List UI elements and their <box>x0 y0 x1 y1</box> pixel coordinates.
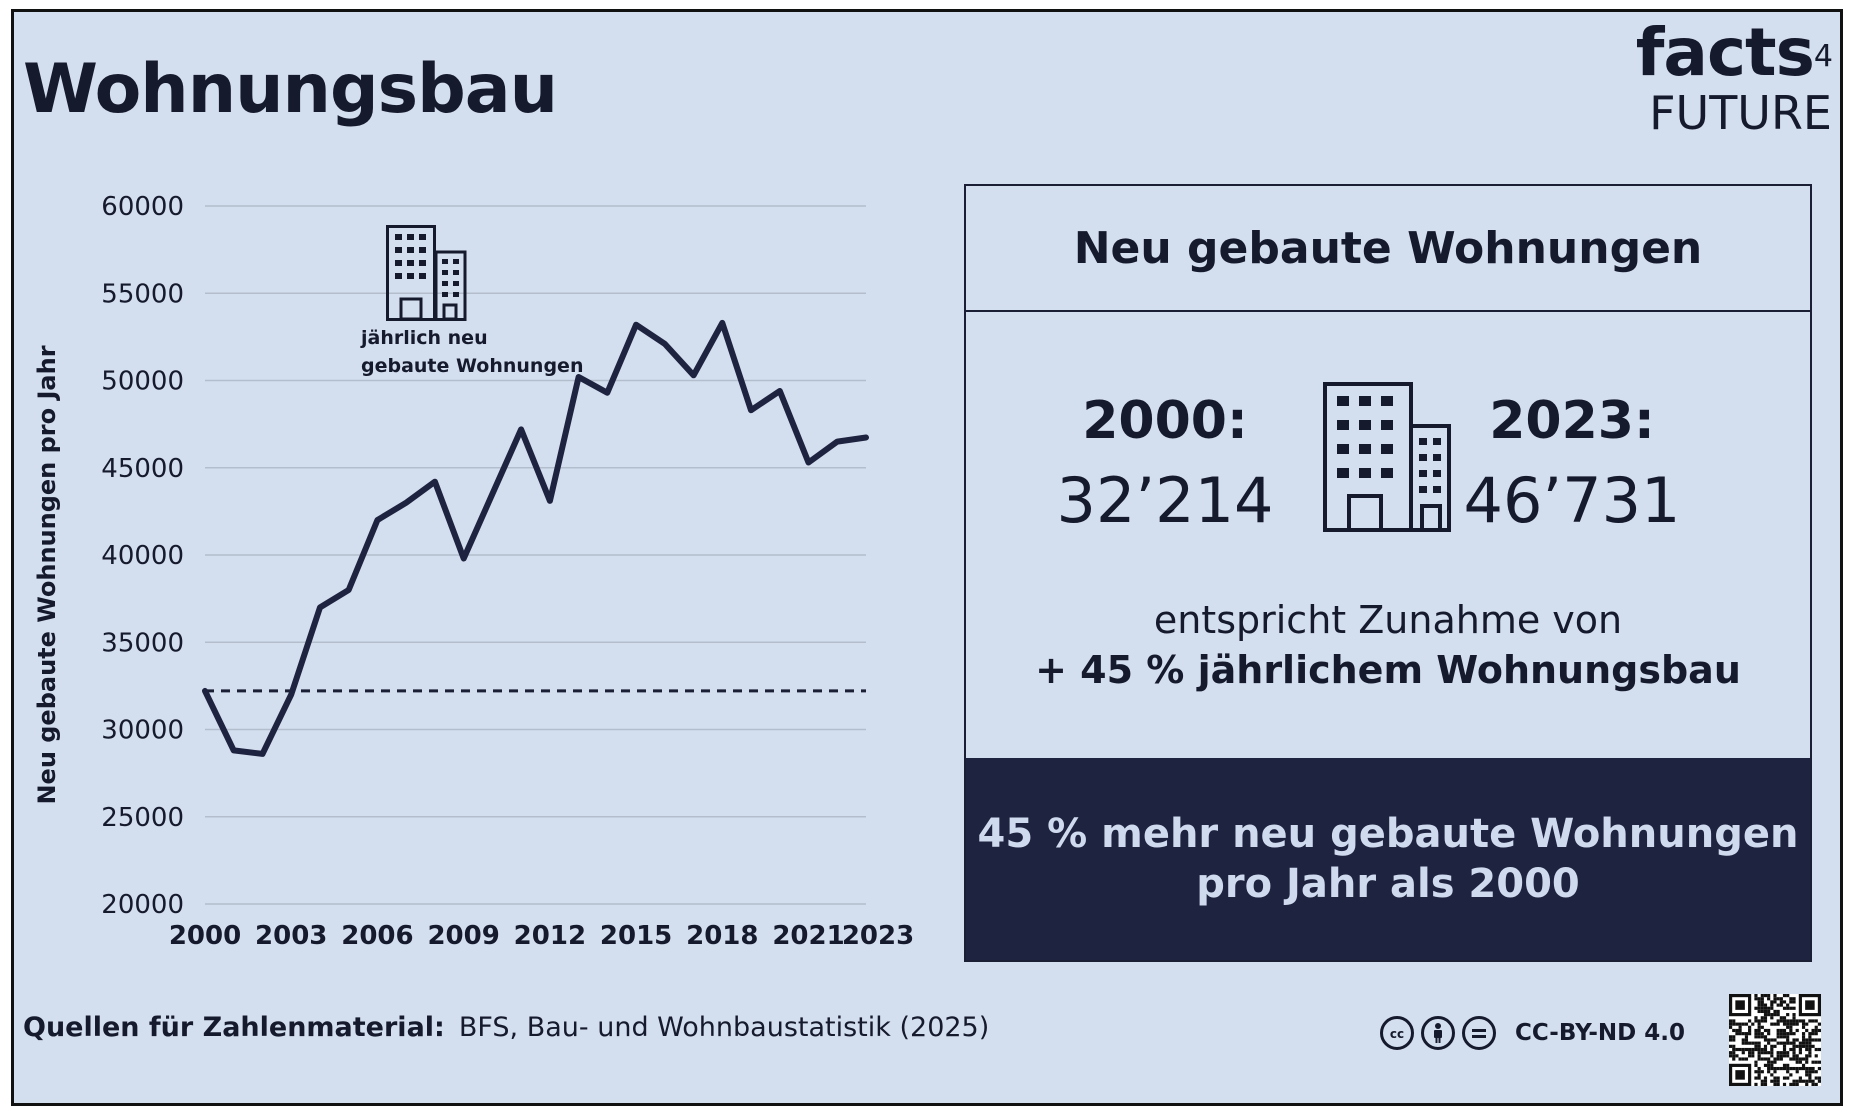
nd-icon <box>1462 1016 1496 1050</box>
x-tick-label: 2003 <box>255 921 327 951</box>
stat-2000-value: 32’214 <box>1056 464 1274 537</box>
stat-2023-value: 46’731 <box>1463 464 1681 537</box>
annotation-line2: gebaute Wohnungen <box>361 355 583 377</box>
source-text: BFS, Bau- und Wohnbaustatistik (2025) <box>458 1012 990 1043</box>
facts4future-logo: facts4 FUTURE <box>1636 20 1833 140</box>
y-tick-label: 45000 <box>101 454 184 484</box>
stat-2000-year: 2000: <box>1082 391 1248 451</box>
license-badge: cc CC-BY-ND 4.0 <box>1380 1016 1685 1050</box>
y-tick-label: 55000 <box>101 279 184 309</box>
y-tick-label: 20000 <box>101 890 184 920</box>
page-title: Wohnungsbau <box>23 50 558 129</box>
x-tick-label: 2015 <box>600 921 672 951</box>
summary-panel: Neu gebaute Wohnungen 2000: 32’214 2023:… <box>964 184 1812 962</box>
building-icon <box>386 225 467 321</box>
increase-text: entspricht Zunahme von <box>1153 598 1623 642</box>
stat-2023-year: 2023: <box>1489 391 1655 451</box>
stat-2023: 2023: 46’731 <box>1452 386 1692 546</box>
y-tick-label: 50000 <box>101 367 184 397</box>
svg-text:cc: cc <box>1390 1027 1404 1041</box>
annotation-line1: jährlich neu <box>360 327 488 349</box>
logo-superscript: 4 <box>1813 39 1833 74</box>
increase-value: + 45 % jährlichem Wohnungsbau <box>1035 648 1741 692</box>
source-label: Quellen für Zahlenmaterial: <box>23 1012 445 1043</box>
panel-conclusion: 45 % mehr neu gebaute Wohnungen pro Jahr… <box>966 758 1810 960</box>
series-line <box>202 319 869 757</box>
building-icon <box>1323 382 1451 532</box>
cc-icon: cc <box>1380 1016 1414 1050</box>
x-tick-label: 2023 <box>842 921 914 951</box>
x-tick-label: 2021 <box>772 921 844 951</box>
by-icon <box>1421 1016 1455 1050</box>
x-tick-label: 2000 <box>169 921 241 951</box>
chart-grid <box>205 205 866 905</box>
y-tick-label: 60000 <box>101 192 184 222</box>
x-tick-label: 2012 <box>514 921 586 951</box>
x-tick-label: 2009 <box>427 921 499 951</box>
y-tick-label: 35000 <box>101 628 184 658</box>
y-axis-label: Neu gebaute Wohnungen pro Jahr <box>33 345 61 804</box>
logo-sub: FUTURE <box>1649 86 1832 140</box>
panel-header: Neu gebaute Wohnungen <box>966 186 1810 312</box>
x-tick-label: 2006 <box>341 921 413 951</box>
stat-2000: 2000: 32’214 <box>1045 386 1285 546</box>
y-tick-label: 25000 <box>101 803 184 833</box>
y-tick-label: 30000 <box>101 716 184 746</box>
conclusion-line1: 45 % mehr neu gebaute Wohnungen <box>977 811 1799 857</box>
license-text: CC-BY-ND 4.0 <box>1515 1020 1686 1046</box>
qr-code-icon <box>1729 994 1821 1086</box>
conclusion-line2: pro Jahr als 2000 <box>1196 861 1580 907</box>
line-chart: 60000 55000 50000 45000 40000 35000 30000 25000… <box>33 192 914 951</box>
logo-main: facts <box>1635 14 1815 91</box>
source-note: Quellen für Zahlenmaterial: BFS, Bau- und… <box>23 1012 989 1043</box>
y-axis-ticks: 60000 55000 50000 45000 40000 35000 30000 25000… <box>101 192 184 920</box>
x-tick-label: 2018 <box>686 921 758 951</box>
y-tick-label: 40000 <box>101 541 184 571</box>
